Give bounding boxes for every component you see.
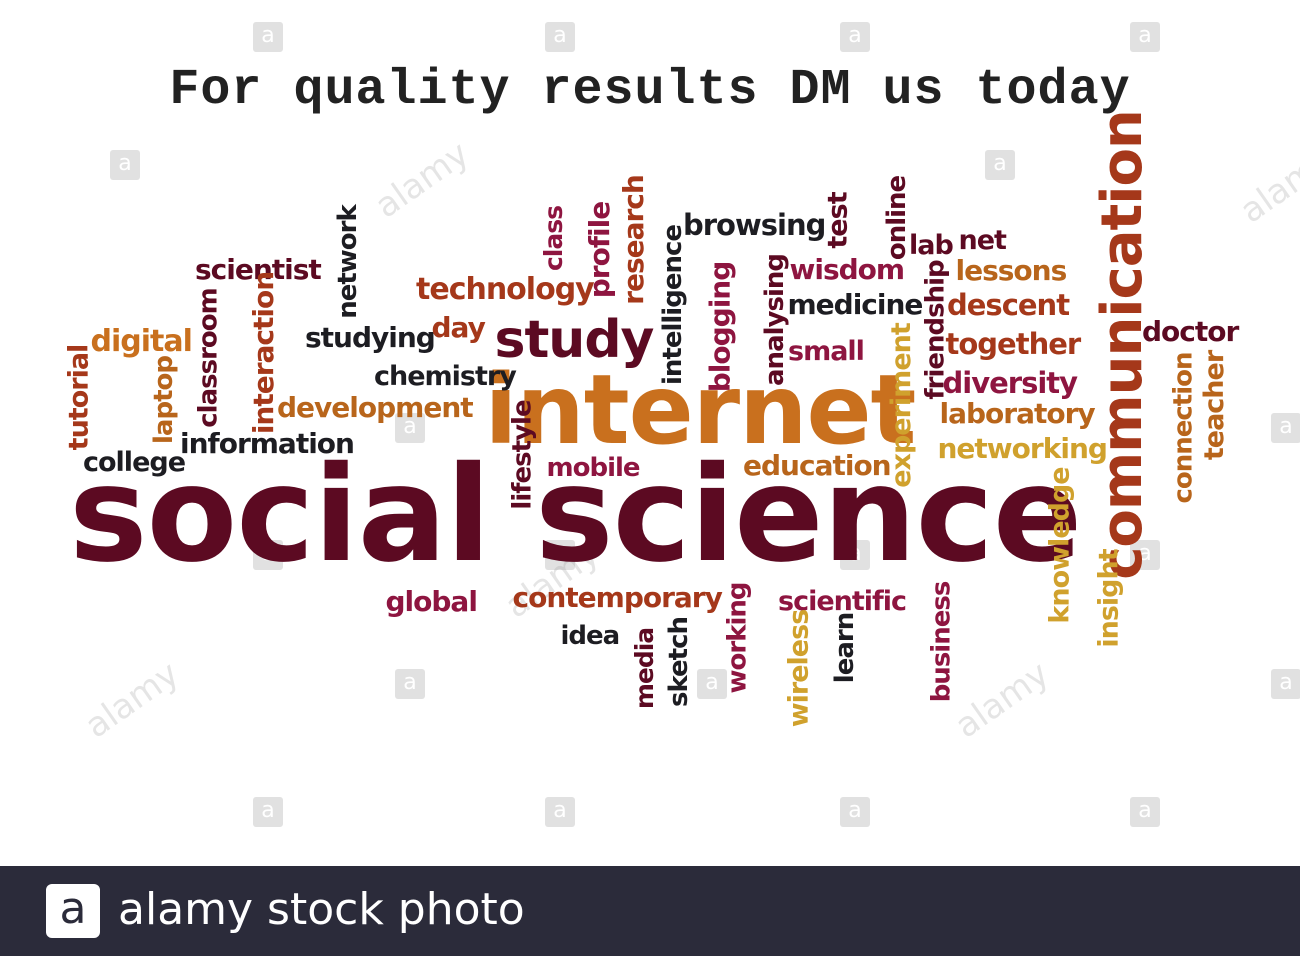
cloud-word-learn: learn — [830, 612, 861, 684]
cloud-word-descent: descent — [947, 287, 1070, 322]
watermark-badge-icon: a — [1130, 540, 1160, 570]
cloud-word-analysing: analysing — [759, 254, 790, 386]
cloud-word-laboratory: laboratory — [939, 397, 1096, 430]
cloud-word-mobile: mobile — [546, 453, 641, 483]
cloud-word-knowledge: knowledge — [1044, 466, 1076, 624]
footer-bar — [0, 866, 1300, 956]
watermark-badge-icon: a — [395, 413, 425, 443]
cloud-word-laptop: laptop — [148, 356, 179, 444]
cloud-word-working: working — [722, 582, 753, 694]
cloud-word-scientific: scientific — [778, 585, 907, 617]
headline: For quality results DM us today — [169, 62, 1131, 119]
watermark-badge-icon: a — [1271, 669, 1300, 699]
cloud-word-education: education — [743, 449, 892, 482]
alamy-logo-icon: a — [46, 884, 100, 938]
cloud-word-development: development — [277, 391, 474, 424]
cloud-word-experiment: experiment — [885, 322, 917, 488]
cloud-word-idea: idea — [560, 621, 621, 651]
cloud-word-networking: networking — [937, 432, 1108, 465]
cloud-word-blogging: blogging — [702, 261, 736, 393]
word-cloud: social science internet communication study… — [63, 110, 1239, 727]
cloud-word-chemistry: chemistry — [374, 360, 517, 392]
cloud-word-lifestyle: lifestyle — [507, 400, 538, 510]
cloud-word-connection: connection — [1168, 352, 1199, 504]
cloud-word-global: global — [385, 585, 478, 618]
watermark-badge-icon: a — [840, 797, 870, 827]
cloud-word-business: business — [925, 581, 956, 703]
cloud-word-diversity: diversity — [942, 365, 1079, 400]
cloud-word-medicine: medicine — [787, 288, 924, 321]
watermark-badge-icon: a — [545, 540, 575, 570]
cloud-word-wisdom: wisdom — [789, 253, 906, 286]
cloud-word-college: college — [83, 446, 186, 478]
watermark-badge-icon: a — [1130, 797, 1160, 827]
watermark-badge-icon: a — [253, 797, 283, 827]
cloud-word-contemporary: contemporary — [512, 581, 723, 614]
footer-text: alamy stock photo — [118, 884, 525, 935]
cloud-word-online: online — [882, 175, 913, 261]
watermark-badge-icon: a — [545, 797, 575, 827]
watermark-badge-icon: a — [253, 22, 283, 52]
watermark-badge-icon: a — [1130, 22, 1160, 52]
cloud-word-small: small — [788, 335, 865, 367]
watermark-badge-icon: a — [985, 150, 1015, 180]
cloud-word-lab: lab — [909, 229, 954, 261]
cloud-word-together: together — [945, 326, 1082, 361]
cloud-word-information: information — [180, 427, 355, 460]
watermark-badge-icon: a — [253, 540, 283, 570]
cloud-word-studying: studying — [305, 321, 436, 354]
cloud-word-net: net — [958, 224, 1007, 256]
watermark-badge-icon: a — [697, 669, 727, 699]
cloud-word-study: study — [494, 310, 655, 370]
watermark-badge-icon: a — [110, 150, 140, 180]
cloud-word-class: class — [538, 205, 568, 271]
watermark-badge-icon: a — [840, 540, 870, 570]
cloud-word-social-science: social science — [69, 438, 1082, 592]
cloud-word-insight: insight — [1093, 548, 1125, 648]
cloud-word-digital: digital — [90, 324, 193, 359]
cloud-word-interaction: interaction — [247, 271, 281, 435]
watermark-badge-icon: a — [840, 22, 870, 52]
watermark-badge-icon: a — [1271, 413, 1300, 443]
cloud-word-scientist: scientist — [195, 253, 322, 286]
cloud-word-technology: technology — [416, 272, 595, 307]
cloud-word-day: day — [431, 311, 486, 344]
cloud-word-intelligence: intelligence — [658, 224, 689, 386]
cloud-word-sketch: sketch — [664, 616, 695, 708]
cloud-word-profile: profile — [583, 201, 617, 299]
cloud-word-browsing: browsing — [683, 207, 826, 242]
cloud-word-network: network — [332, 205, 363, 319]
watermark-badge-icon: a — [395, 669, 425, 699]
cloud-word-classroom: classroom — [193, 288, 224, 428]
cloud-word-tutorial: tutorial — [63, 344, 95, 450]
watermark-badge-icon: a — [545, 22, 575, 52]
cloud-word-doctor: doctor — [1142, 315, 1239, 348]
cloud-word-lessons: lessons — [955, 254, 1068, 287]
cloud-word-teacher: teacher — [1198, 350, 1230, 460]
cloud-word-media: media — [629, 627, 659, 709]
cloud-word-test: test — [822, 191, 854, 249]
cloud-word-research: research — [616, 175, 650, 305]
cloud-word-internet: internet — [484, 354, 917, 466]
cloud-word-wireless: wireless — [783, 609, 815, 727]
